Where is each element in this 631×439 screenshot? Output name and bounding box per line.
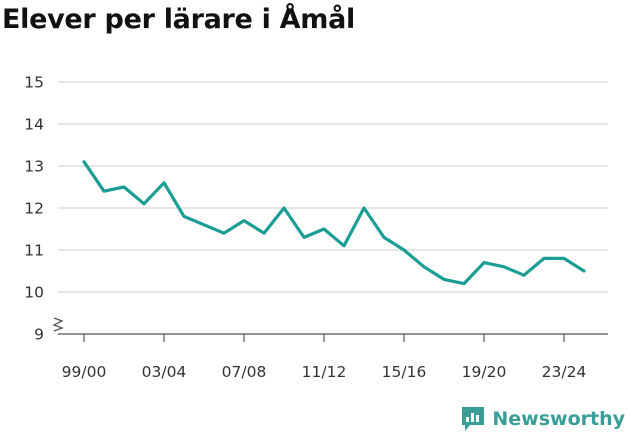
brand-name: Newsworthy — [492, 408, 625, 430]
series-layer — [82, 160, 586, 286]
x-tick-label: 15/16 — [382, 363, 427, 381]
x-tick-label: 03/04 — [142, 363, 187, 381]
y-tick-label: 14 — [24, 116, 44, 134]
brand-logo: Newsworthy — [460, 405, 625, 433]
chart-title: Elever per lärare i Åmål — [2, 4, 355, 35]
y-tick-label: 9 — [34, 326, 44, 344]
x-tick-label: 11/12 — [302, 363, 347, 381]
y-tick-label: 12 — [24, 200, 44, 218]
x-tick-label: 19/20 — [462, 363, 507, 381]
y-axis: 9 10 11 12 13 14 15 — [24, 74, 64, 344]
series-line — [82, 160, 586, 286]
x-tick-label: 99/00 — [62, 363, 107, 381]
y-tick-label: 15 — [24, 74, 44, 92]
y-tick-label: 13 — [24, 158, 44, 176]
x-tick-label: 07/08 — [222, 363, 267, 381]
grid-lines — [58, 81, 608, 335]
y-tick-label: 10 — [24, 284, 44, 302]
y-tick-label: 11 — [24, 242, 44, 260]
x-axis: 99/00 03/04 07/08 11/12 15/16 19/20 23/24 — [62, 334, 587, 381]
newsworthy-logo-icon — [462, 407, 485, 431]
axis-break-icon — [52, 317, 64, 332]
x-tick-label: 23/24 — [542, 363, 587, 381]
